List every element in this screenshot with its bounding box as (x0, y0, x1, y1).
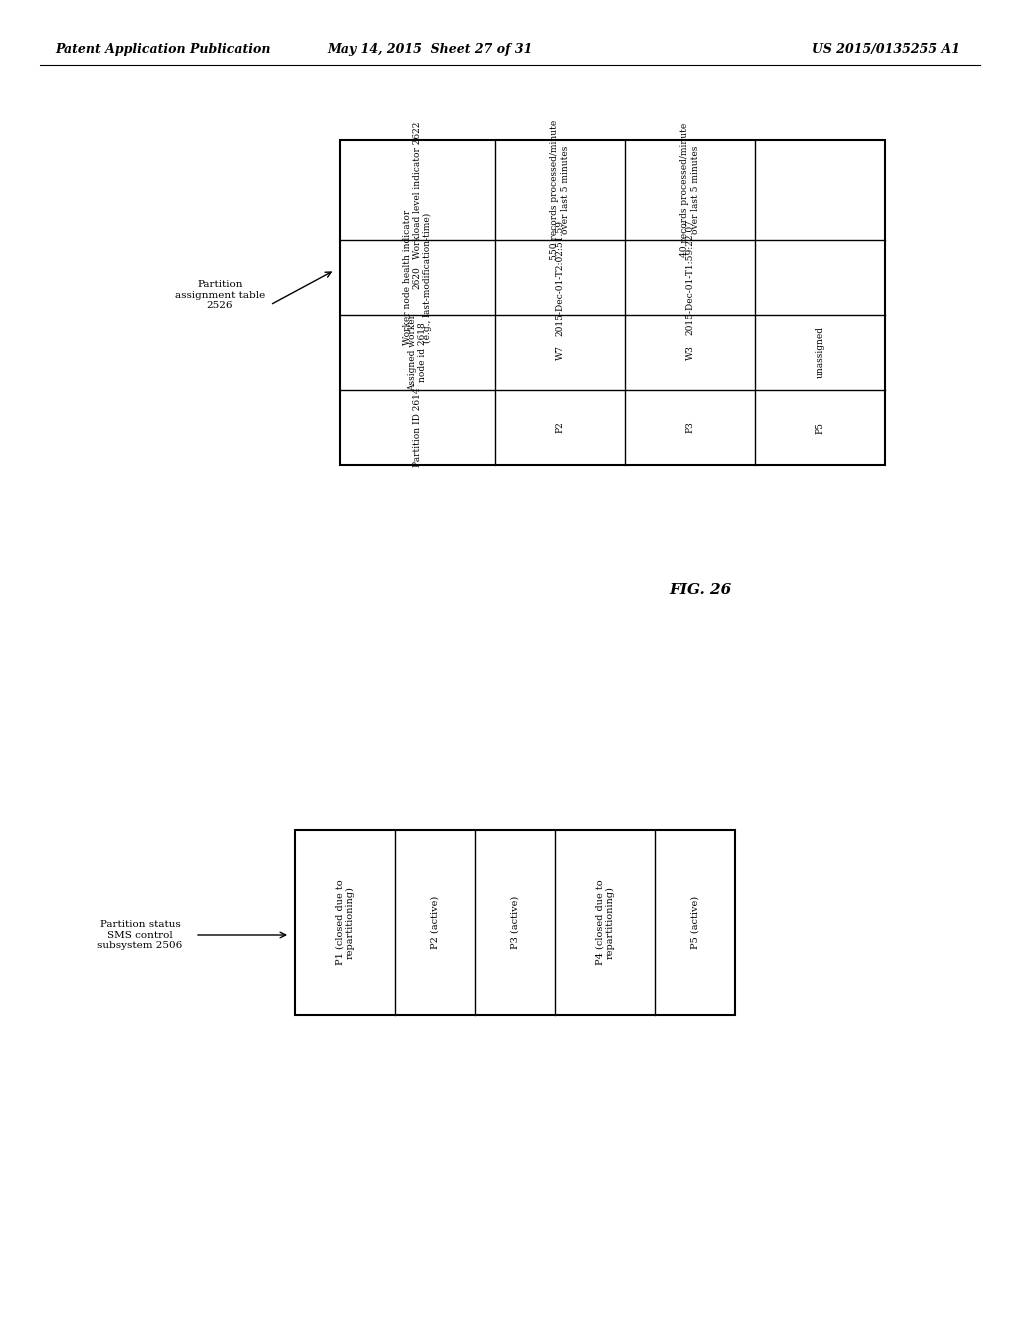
Text: P3: P3 (685, 421, 694, 433)
Text: 2015-Dec-01-T1:59:22.07: 2015-Dec-01-T1:59:22.07 (685, 219, 694, 335)
Text: W3: W3 (685, 345, 694, 360)
Text: 2015-Dec-01-T2:02:51.59: 2015-Dec-01-T2:02:51.59 (555, 219, 564, 335)
Text: P2: P2 (555, 421, 564, 433)
Text: FIG. 26: FIG. 26 (668, 583, 731, 597)
Text: P1 (closed due to
repartitioning): P1 (closed due to repartitioning) (335, 879, 355, 965)
Text: Partition status
SMS control
subsystem 2506: Partition status SMS control subsystem 2… (97, 920, 182, 950)
Text: P4 (closed due to
repartitioning): P4 (closed due to repartitioning) (595, 879, 614, 965)
Text: 550 records processed/minute
over last 5 minutes: 550 records processed/minute over last 5… (550, 120, 570, 260)
Text: Partition ID 2614: Partition ID 2614 (413, 388, 422, 467)
Text: Patent Application Publication: Patent Application Publication (55, 44, 270, 57)
Text: Assigned worker
node id 2618: Assigned worker node id 2618 (408, 314, 427, 391)
Text: P3 (active): P3 (active) (510, 896, 519, 949)
Text: 40 records processed/minute
over last 5 minutes: 40 records processed/minute over last 5 … (680, 123, 699, 257)
Text: unassigned: unassigned (815, 326, 823, 379)
Text: Workload level indicator 2622: Workload level indicator 2622 (413, 121, 422, 259)
Text: P5: P5 (815, 421, 823, 433)
Text: P5 (active): P5 (active) (690, 896, 699, 949)
Text: US 2015/0135255 A1: US 2015/0135255 A1 (811, 44, 959, 57)
Bar (294, 830, 735, 1015)
Text: Worker node health indicator
2620
(e.g., last-modification-time): Worker node health indicator 2620 (e.g.,… (403, 210, 432, 345)
Text: Partition
assignment table
2526: Partition assignment table 2526 (174, 280, 265, 310)
Bar (339, 140, 884, 465)
Text: W7: W7 (555, 345, 564, 360)
Text: P2 (active): P2 (active) (430, 896, 439, 949)
Text: May 14, 2015  Sheet 27 of 31: May 14, 2015 Sheet 27 of 31 (327, 44, 532, 57)
